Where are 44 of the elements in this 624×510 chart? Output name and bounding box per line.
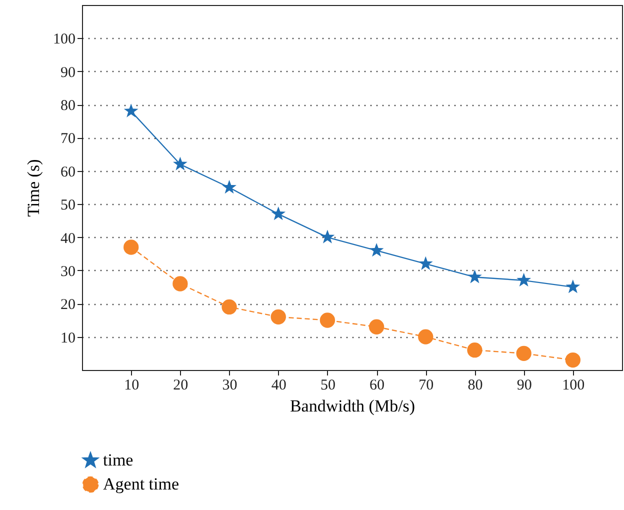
x-tick-label: 80 bbox=[468, 378, 483, 394]
point bbox=[418, 256, 433, 270]
point bbox=[516, 346, 532, 361]
x-tick-label: 100 bbox=[562, 378, 585, 394]
x-tick-label: 20 bbox=[173, 378, 188, 394]
point bbox=[418, 329, 434, 344]
point bbox=[270, 309, 286, 324]
x-tick-label: 90 bbox=[516, 378, 532, 394]
x-tick-label: 70 bbox=[418, 378, 434, 394]
y-tick-label: 100 bbox=[53, 32, 76, 48]
y-tick-label: 90 bbox=[60, 64, 76, 81]
point bbox=[566, 279, 580, 294]
point bbox=[368, 319, 384, 334]
y-tick-label: 30 bbox=[60, 264, 76, 280]
point bbox=[320, 312, 336, 328]
y-tick-label: 50 bbox=[60, 198, 76, 214]
x-axis-title: Bandwidth (Mb/s) bbox=[290, 396, 416, 416]
y-tick-label: 40 bbox=[60, 230, 76, 247]
legend-label: Agent time bbox=[103, 474, 180, 494]
point bbox=[222, 299, 237, 315]
y-tick-label: 10 bbox=[60, 330, 76, 346]
y-axis-title: Time (s) bbox=[24, 159, 43, 217]
y-tick-label: 60 bbox=[60, 164, 76, 180]
point bbox=[124, 104, 138, 118]
x-tick-label: 50 bbox=[320, 378, 336, 394]
point bbox=[468, 270, 482, 284]
point bbox=[369, 242, 384, 257]
x-tick-label: 40 bbox=[271, 378, 286, 394]
legend-label: time bbox=[103, 450, 134, 470]
y-tick-label: 80 bbox=[60, 98, 76, 114]
point bbox=[320, 230, 335, 244]
y-tick-label: 20 bbox=[60, 297, 76, 314]
point bbox=[172, 276, 188, 292]
point bbox=[271, 206, 286, 220]
point bbox=[467, 342, 482, 358]
point bbox=[124, 240, 139, 255]
x-tick-label: 30 bbox=[222, 378, 238, 394]
point bbox=[222, 180, 236, 194]
point bbox=[565, 352, 580, 368]
y-tick-label: 70 bbox=[60, 131, 76, 148]
x-tick-label: 10 bbox=[124, 378, 140, 394]
x-tick-label: 60 bbox=[370, 378, 385, 394]
point bbox=[516, 272, 532, 287]
point bbox=[172, 156, 188, 170]
